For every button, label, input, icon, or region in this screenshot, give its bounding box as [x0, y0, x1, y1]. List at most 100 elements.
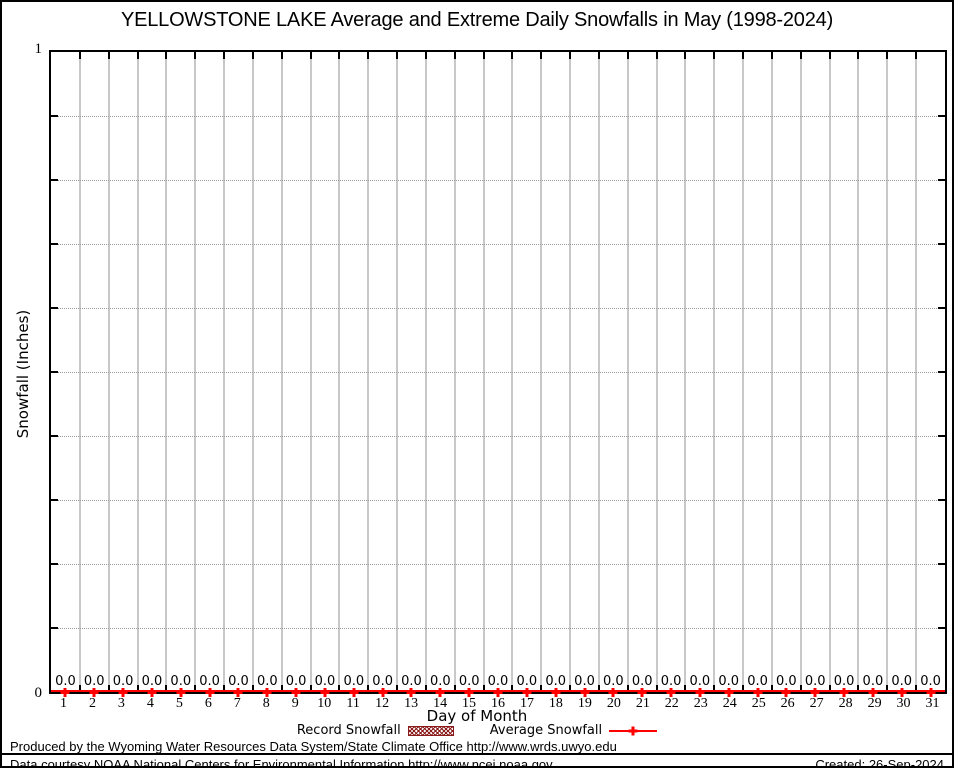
x-axis-tick-bottom — [136, 685, 139, 692]
y-axis-tick-left — [51, 179, 58, 181]
y-axis-tick-right — [938, 243, 945, 245]
value-label: 0.0 — [228, 674, 249, 689]
value-label: 0.0 — [862, 674, 884, 689]
average-snowfall-point — [839, 688, 849, 697]
x-axis-tick-bottom — [424, 685, 427, 692]
y-gridline — [51, 564, 945, 565]
footer-producer: Produced by the Wyoming Water Resources … — [10, 739, 617, 754]
x-axis-tick-bottom — [165, 685, 168, 692]
value-label: 0.0 — [631, 674, 653, 689]
average-snowfall-point — [320, 688, 330, 697]
x-axis-tick-top — [540, 52, 543, 59]
value-label: 0.0 — [689, 674, 711, 689]
average-snowfall-point — [60, 688, 70, 697]
x-axis-tick-bottom — [396, 685, 399, 692]
y-axis-tick-right — [938, 371, 945, 373]
x-axis-tick-bottom — [338, 685, 341, 692]
average-snowfall-point — [608, 688, 618, 697]
day-tick-label: 2 — [88, 696, 96, 711]
value-label: 0.0 — [372, 674, 393, 689]
day-tick-label: 23 — [693, 696, 708, 711]
day-tick-label: 31 — [925, 696, 940, 711]
day-tick-label: 26 — [780, 696, 795, 711]
average-snowfall-point — [551, 688, 561, 697]
average-snowfall-point — [580, 688, 590, 697]
x-axis-tick-bottom — [770, 685, 773, 692]
day-tick-label: 14 — [433, 696, 448, 711]
value-label: 0.0 — [920, 674, 941, 689]
value-label: 0.0 — [458, 674, 480, 689]
day-tick-label: 4 — [146, 696, 154, 711]
y-gridline — [51, 628, 945, 629]
average-snowfall-point — [205, 688, 215, 697]
value-label: 0.0 — [170, 674, 192, 689]
value-label: 0.0 — [516, 674, 538, 689]
x-axis-tick-top — [107, 52, 110, 59]
legend: Record Snowfall Average Snowfall — [2, 723, 952, 738]
x-axis-tick-bottom — [78, 685, 81, 692]
average-snowfall-point — [666, 688, 676, 697]
chart-title: YELLOWSTONE LAKE Average and Extreme Dai… — [120, 9, 834, 31]
y-gridline — [51, 500, 945, 501]
average-snowfall-point — [176, 688, 186, 697]
x-axis-tick-bottom — [223, 685, 226, 692]
x-axis-tick-bottom — [799, 685, 802, 692]
x-axis-tick-bottom — [309, 685, 312, 692]
x-axis-tick-top — [626, 52, 629, 59]
y-axis-tick-left — [51, 627, 58, 629]
value-label: 0.0 — [55, 674, 76, 689]
legend-average-line-icon — [609, 726, 658, 735]
day-tick-label: 25 — [751, 696, 766, 711]
y-axis-tick-right — [938, 627, 945, 629]
y-gridline — [51, 180, 945, 181]
x-axis-tick-bottom — [367, 685, 370, 692]
average-snowfall-point — [89, 688, 99, 697]
x-axis-tick-bottom — [511, 685, 514, 692]
y-axis-tick-right — [938, 563, 945, 565]
legend-item-record: Record Snowfall — [297, 723, 454, 738]
footer-created: Created: 26-Sep-2024 — [815, 757, 944, 768]
x-axis-tick-top — [338, 52, 341, 59]
y-axis-tick-right — [938, 179, 945, 181]
value-label: 0.0 — [285, 674, 307, 689]
x-axis-tick-top — [655, 52, 658, 59]
x-axis-tick-top — [223, 52, 226, 59]
value-label: 0.0 — [199, 674, 220, 689]
value-label: 0.0 — [660, 674, 682, 689]
x-axis-tick-bottom — [251, 685, 254, 692]
value-label: 0.0 — [141, 674, 163, 689]
average-snowfall-point — [868, 688, 878, 697]
legend-item-average: Average Snowfall — [490, 723, 658, 738]
average-snowfall-point — [695, 688, 705, 697]
day-tick-label: 15 — [462, 696, 477, 711]
value-label: 0.0 — [343, 674, 365, 689]
day-tick-label: 1 — [59, 696, 67, 711]
day-tick-label: 29 — [867, 696, 882, 711]
y-axis-tick-left — [51, 563, 58, 565]
x-axis-tick-top — [770, 52, 773, 59]
value-label: 0.0 — [314, 674, 336, 689]
value-label: 0.0 — [429, 674, 451, 689]
x-axis-tick-bottom — [540, 685, 543, 692]
value-label: 0.0 — [112, 674, 134, 689]
x-axis-tick-top — [482, 52, 485, 59]
day-tick-label: 3 — [117, 696, 125, 711]
average-snowfall-point — [464, 688, 474, 697]
x-axis-tick-top — [597, 52, 600, 59]
value-label: 0.0 — [256, 674, 278, 689]
y-axis-tick-right — [938, 435, 945, 437]
day-tick-label: 30 — [896, 696, 911, 711]
x-axis-tick-bottom — [280, 685, 283, 692]
average-snowfall-point — [926, 688, 936, 697]
x-axis-tick-bottom — [828, 685, 831, 692]
day-tick-label: 9 — [291, 696, 299, 711]
day-tick-label: 6 — [204, 696, 212, 711]
average-snowfall-point — [724, 688, 734, 697]
x-axis-tick-bottom — [626, 685, 629, 692]
average-snowfall-point — [810, 688, 820, 697]
y-axis-title: Snowfall (Inches) — [14, 309, 32, 439]
y-gridline — [51, 116, 945, 117]
y-axis-tick-left — [51, 499, 58, 501]
average-snowfall-point — [522, 688, 532, 697]
y-axis-tick-left — [51, 371, 58, 373]
